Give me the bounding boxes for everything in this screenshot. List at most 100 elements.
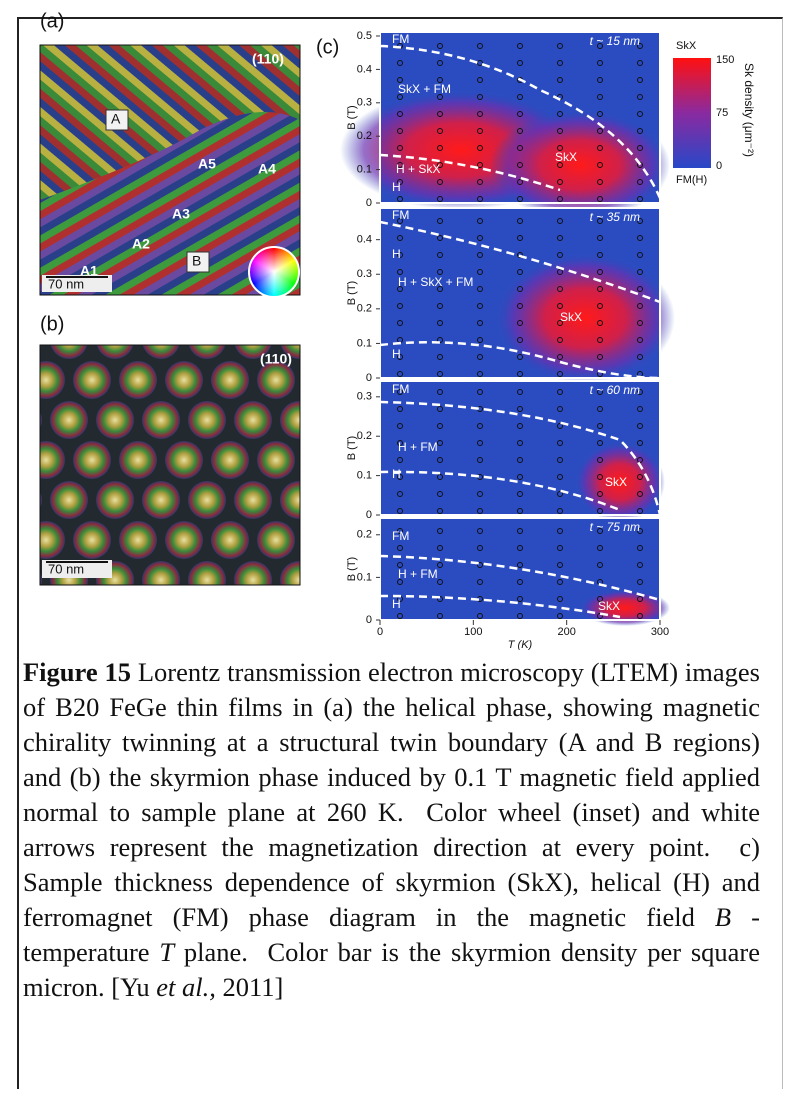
- measurement-point: [597, 423, 603, 429]
- measurement-point: [557, 196, 563, 202]
- measurement-point: [477, 562, 483, 568]
- measurement-point: [517, 303, 523, 309]
- lte-image-skyrmion: [40, 345, 300, 585]
- y-tick-label: 0.1: [357, 164, 372, 176]
- measurement-point: [637, 303, 643, 309]
- colorbar-tick: 150: [716, 54, 734, 66]
- measurement-point: [517, 337, 523, 343]
- measurement-point: [437, 269, 443, 275]
- measurement-point: [557, 389, 563, 395]
- measurement-point: [437, 252, 443, 258]
- y-tick-label: 0.1: [357, 571, 372, 583]
- measurement-point: [517, 528, 523, 534]
- measurement-point: [437, 579, 443, 585]
- y-axis-label: B (T): [346, 557, 358, 581]
- measurement-point: [477, 218, 483, 224]
- measurement-point: [637, 457, 643, 463]
- y-tick-label: 0.2: [357, 130, 372, 142]
- scale-label: 70 nm: [48, 561, 84, 576]
- y-tick-label: 0.1: [357, 470, 372, 482]
- measurement-point: [517, 179, 523, 185]
- figure-frame: [17, 17, 783, 1089]
- measurement-point: [597, 218, 603, 224]
- measurement-point: [517, 235, 523, 241]
- measurement-point: [517, 196, 523, 202]
- measurement-point: [517, 218, 523, 224]
- measurement-point: [437, 77, 443, 83]
- measurement-point: [477, 94, 483, 100]
- phase-label: H: [392, 467, 401, 481]
- measurement-point: [397, 579, 403, 585]
- y-tick-label: 0: [366, 197, 372, 209]
- measurement-point: [477, 162, 483, 168]
- measurement-point: [597, 145, 603, 151]
- measurement-point: [397, 162, 403, 168]
- measurement-point: [477, 491, 483, 497]
- measurement-point: [397, 562, 403, 568]
- phase-label: SkX + FM: [398, 82, 451, 96]
- y-tick-label: 0: [366, 614, 372, 626]
- measurement-point: [637, 562, 643, 568]
- measurement-point: [597, 179, 603, 185]
- measurement-point: [637, 354, 643, 360]
- colorbar-title: SkX: [676, 40, 697, 52]
- measurement-point: [397, 145, 403, 151]
- measurement-point: [517, 508, 523, 514]
- measurement-point: [477, 354, 483, 360]
- measurement-point: [597, 162, 603, 168]
- measurement-point: [437, 111, 443, 117]
- twin-region: [40, 112, 300, 295]
- phase-boundary: [379, 44, 662, 199]
- measurement-point: [597, 406, 603, 412]
- measurement-point: [437, 545, 443, 551]
- measurement-point: [477, 457, 483, 463]
- measurement-point: [397, 474, 403, 480]
- caption-text: Lorentz transmission electron microscopy…: [23, 657, 767, 932]
- figure-caption: Figure 15 Lorentz transmission electron …: [23, 655, 760, 1005]
- measurement-point: [517, 545, 523, 551]
- phase-label: FM: [392, 208, 409, 222]
- caption-citation: et al.,: [156, 972, 216, 1002]
- measurement-point: [597, 94, 603, 100]
- measurement-point: [517, 406, 523, 412]
- measurement-point: [477, 77, 483, 83]
- measurement-point: [557, 303, 563, 309]
- measurement-point: [517, 579, 523, 585]
- region-label: A5: [198, 156, 216, 172]
- measurement-point: [477, 303, 483, 309]
- measurement-point: [597, 528, 603, 534]
- scale-bar-bg: [42, 560, 112, 578]
- measurement-point: [637, 60, 643, 66]
- measurement-point: [397, 179, 403, 185]
- phase-label: H: [392, 180, 401, 194]
- measurement-point: [397, 406, 403, 412]
- measurement-point: [397, 491, 403, 497]
- measurement-point: [557, 423, 563, 429]
- measurement-point: [637, 145, 643, 151]
- measurement-point: [397, 218, 403, 224]
- measurement-point: [517, 252, 523, 258]
- y-tick-label: 0.3: [357, 391, 372, 403]
- measurement-point: [437, 457, 443, 463]
- measurement-point: [637, 613, 643, 619]
- skx-density: [495, 253, 675, 383]
- measurement-point: [557, 269, 563, 275]
- y-tick-label: 0.5: [357, 30, 372, 42]
- scale-bar-bg: [42, 275, 112, 292]
- x-tick-label: 200: [557, 626, 575, 638]
- skx-density: [575, 442, 665, 522]
- measurement-point: [397, 545, 403, 551]
- measurement-point: [437, 179, 443, 185]
- measurement-point: [477, 528, 483, 534]
- measurement-point: [597, 474, 603, 480]
- measurement-point: [517, 491, 523, 497]
- measurement-point: [597, 389, 603, 395]
- measurement-point: [517, 320, 523, 326]
- measurement-point: [597, 491, 603, 497]
- phase-label: SkX: [555, 150, 577, 164]
- measurement-point: [477, 286, 483, 292]
- measurement-point: [397, 354, 403, 360]
- measurement-point: [597, 60, 603, 66]
- measurement-point: [437, 406, 443, 412]
- measurement-point: [437, 196, 443, 202]
